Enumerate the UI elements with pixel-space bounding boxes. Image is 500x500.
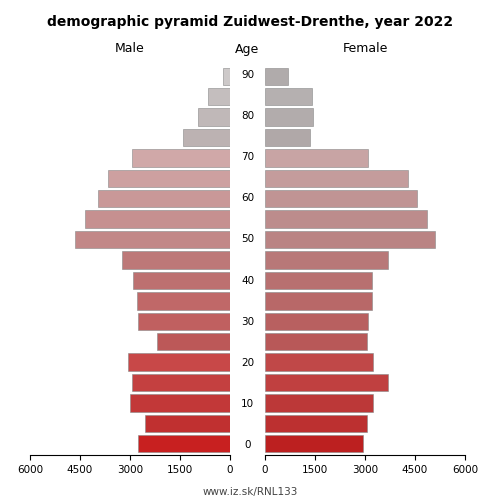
Text: 90: 90 — [241, 70, 254, 81]
Bar — [265, 210, 426, 228]
Text: 80: 80 — [241, 112, 254, 122]
Text: Male: Male — [115, 42, 145, 56]
Bar — [265, 414, 366, 432]
Bar — [134, 272, 230, 289]
Bar — [75, 231, 230, 248]
Text: 10: 10 — [241, 398, 254, 408]
Bar — [265, 108, 314, 126]
Bar — [132, 149, 230, 166]
Bar — [198, 108, 230, 126]
Bar — [265, 435, 364, 452]
Bar — [265, 149, 368, 166]
Bar — [265, 231, 435, 248]
Bar — [265, 374, 388, 391]
Bar — [265, 292, 372, 310]
Bar — [265, 190, 416, 208]
Bar — [265, 394, 374, 411]
Bar — [98, 190, 230, 208]
Bar — [265, 129, 310, 146]
Bar — [138, 435, 230, 452]
Bar — [85, 210, 230, 228]
Text: 50: 50 — [241, 234, 254, 244]
Text: demographic pyramid Zuidwest-Drenthe, year 2022: demographic pyramid Zuidwest-Drenthe, ye… — [47, 15, 453, 29]
Bar — [132, 374, 230, 391]
Bar — [265, 312, 368, 330]
Text: Female: Female — [342, 42, 388, 56]
Bar — [265, 354, 374, 371]
Bar — [138, 312, 230, 330]
Bar — [265, 272, 372, 289]
Text: 30: 30 — [241, 316, 254, 326]
Bar — [108, 170, 230, 187]
Text: Age: Age — [236, 42, 260, 56]
Bar — [184, 129, 230, 146]
Bar — [136, 292, 230, 310]
Text: 20: 20 — [241, 358, 254, 368]
Bar — [265, 88, 312, 106]
Text: 70: 70 — [241, 152, 254, 162]
Bar — [145, 414, 230, 432]
Bar — [265, 252, 388, 268]
Bar — [128, 354, 230, 371]
Text: www.iz.sk/RNL133: www.iz.sk/RNL133 — [202, 488, 298, 498]
Text: 0: 0 — [244, 440, 251, 450]
Bar — [130, 394, 230, 411]
Bar — [265, 333, 366, 350]
Text: 60: 60 — [241, 194, 254, 203]
Bar — [208, 88, 230, 106]
Text: 40: 40 — [241, 276, 254, 285]
Bar — [265, 170, 408, 187]
Bar — [122, 252, 230, 268]
Bar — [265, 68, 288, 85]
Bar — [224, 68, 230, 85]
Bar — [156, 333, 230, 350]
